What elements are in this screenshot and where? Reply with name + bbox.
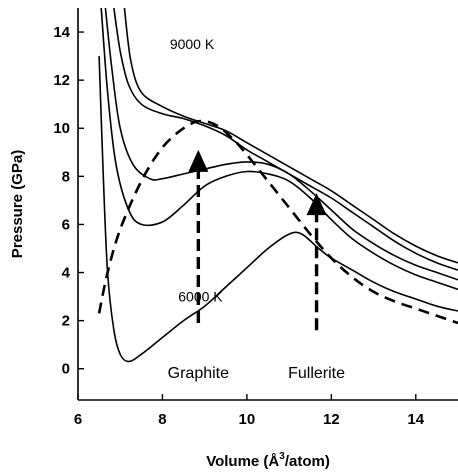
y-tick-label: 0 [62, 361, 70, 378]
y-tick-label: 10 [53, 120, 70, 137]
annotation-layer: Graphite Fullerite 9000 K 6000 K [168, 36, 345, 382]
isotherm-line-5 [123, 8, 458, 264]
isotherm-line-2 [100, 8, 458, 291]
x-tick-label: 10 [239, 411, 256, 428]
y-axis-title: Pressure (GPa) [9, 150, 26, 258]
isotherm-line-4 [113, 8, 458, 271]
x-tick-label: 14 [407, 411, 424, 428]
axes: 0 2 4 6 8 10 12 14 6 8 10 12 14 [53, 8, 458, 428]
temperature-label-2: 6000 K [178, 289, 223, 305]
x-tick-label: 12 [323, 411, 340, 428]
y-tick-label: 4 [62, 265, 71, 282]
isotherm-line-3 [104, 8, 458, 281]
x-tick-label: 8 [158, 411, 166, 428]
y-tick-label: 12 [53, 72, 70, 89]
phase-label-graphite: Graphite [168, 365, 229, 382]
y-tick-label: 2 [62, 313, 70, 330]
series-layer [97, 8, 458, 363]
arrow-head-1 [188, 149, 209, 172]
temperature-label-1: 9000 K [170, 36, 215, 52]
x-tick-label: 6 [74, 411, 82, 428]
y-tick-label: 8 [62, 168, 70, 185]
y-tick-label: 14 [53, 24, 70, 41]
x-axis-title: Volume (Å3/atom) [206, 451, 330, 470]
y-tick-label: 6 [62, 216, 70, 233]
dashed-boundary-line [97, 119, 458, 325]
isotherm-line-1 [98, 56, 458, 363]
arrow-head-2 [306, 193, 327, 216]
phase-label-fullerite: Fullerite [288, 365, 345, 382]
